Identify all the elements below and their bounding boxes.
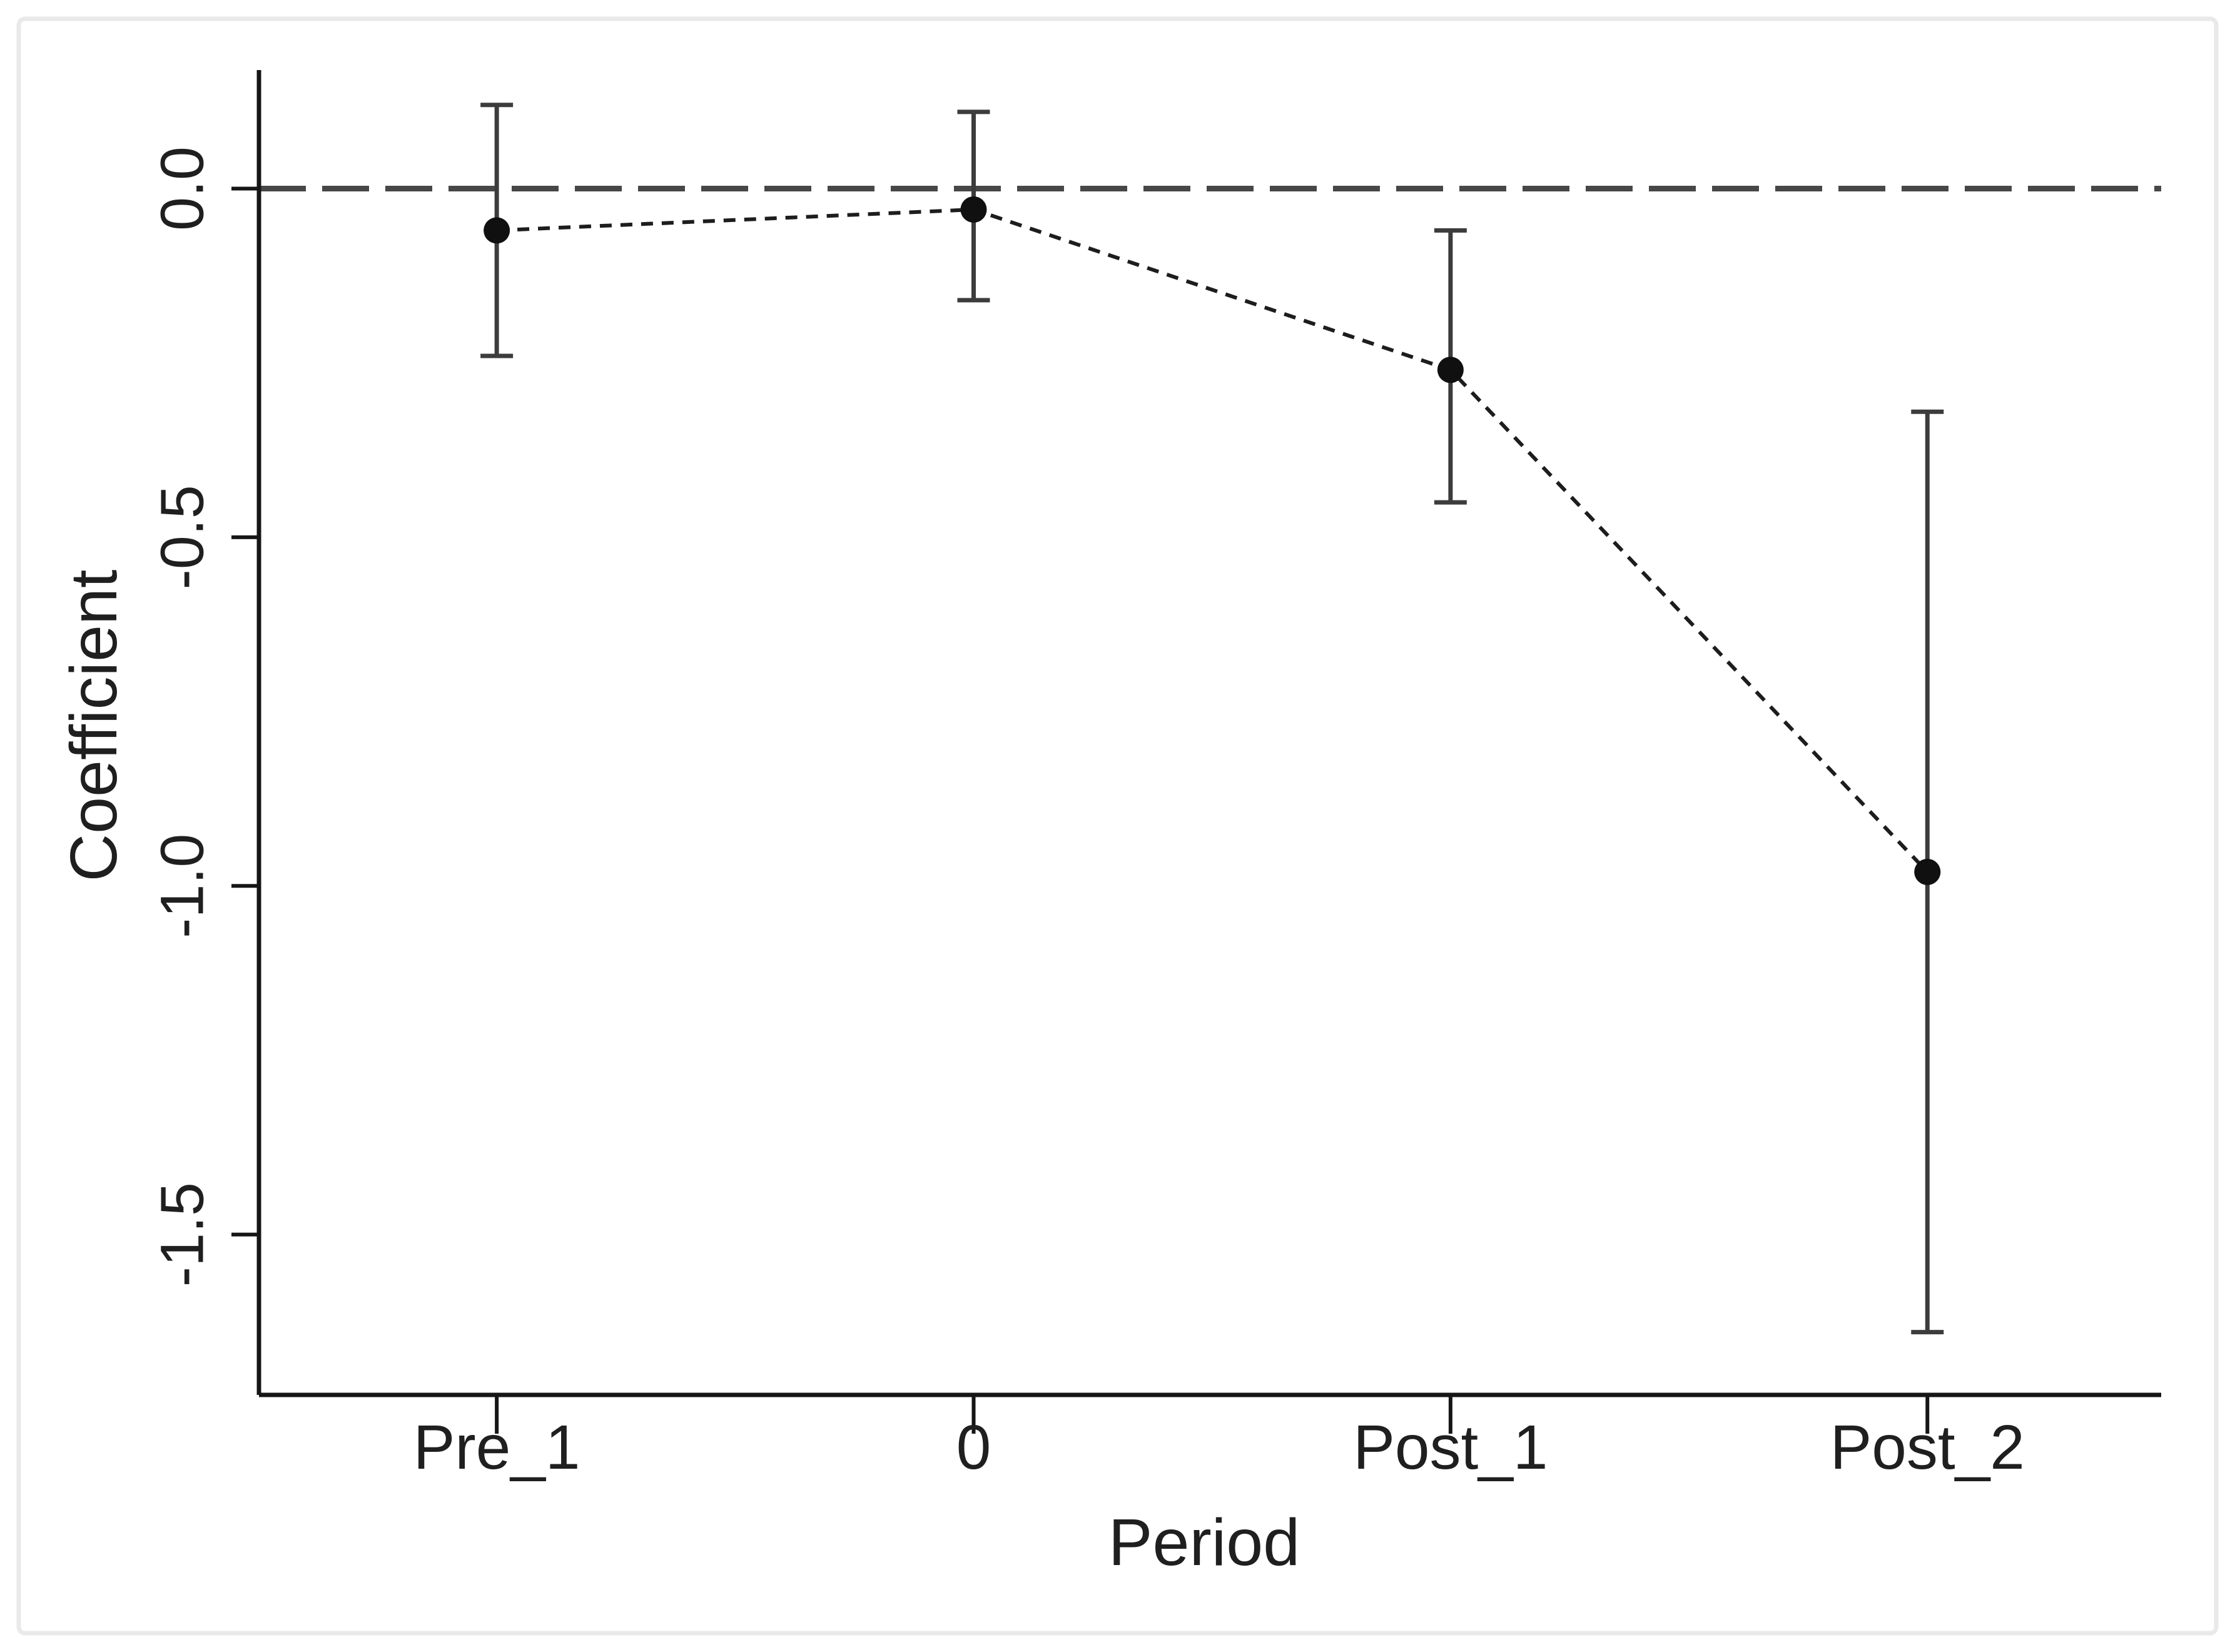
- y-axis-title: Coefficient: [57, 570, 131, 882]
- figure-frame-border: [16, 16, 2219, 1636]
- data-point-marker: [1914, 858, 1941, 885]
- x-tick-label: Post_1: [1353, 1412, 1548, 1482]
- x-axis-title: Period: [1108, 1506, 1300, 1579]
- trend-line: [496, 207, 1929, 874]
- y-tick-label: 0.0: [148, 146, 216, 231]
- x-tick-label: Post_2: [1830, 1412, 2025, 1482]
- data-point-marker: [960, 196, 987, 223]
- x-tick-label: 0: [956, 1412, 991, 1482]
- data-point-marker: [484, 217, 510, 244]
- y-tick-label: -1.5: [148, 1182, 216, 1287]
- x-tick-label: Pre_1: [413, 1412, 580, 1482]
- data-point-marker: [1437, 357, 1464, 383]
- y-tick-label: -1.0: [148, 834, 216, 938]
- y-tick-label: -0.5: [148, 485, 216, 589]
